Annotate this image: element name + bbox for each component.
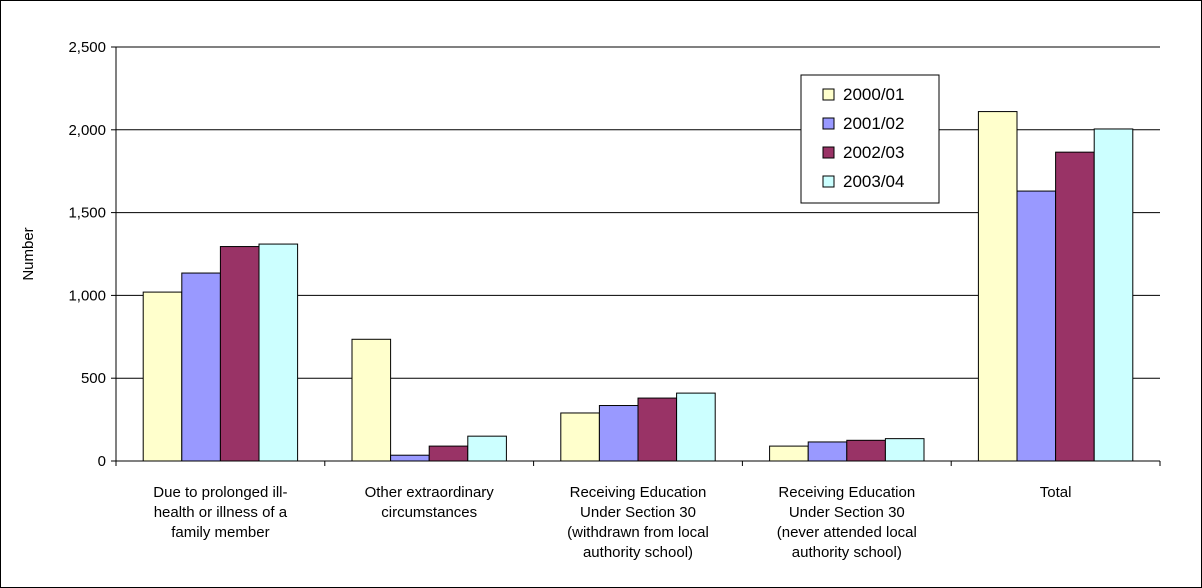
legend-label: 2001/02 <box>843 114 904 133</box>
category-label: Due to prolonged ill-health or illness o… <box>153 484 287 541</box>
legend-swatch <box>822 88 835 101</box>
bar <box>219 246 260 462</box>
legend-swatch <box>822 175 835 188</box>
bar <box>258 243 299 462</box>
legend: 2000/01 2001/02 2002/03 2003/04 <box>800 74 940 204</box>
bar <box>884 438 925 462</box>
bar <box>467 435 507 462</box>
legend-swatch <box>822 117 835 130</box>
bar <box>560 412 600 462</box>
bar <box>428 445 469 462</box>
y-tick-label: 2,000 <box>68 122 106 139</box>
category-labels: Due to prolonged ill-health or illness o… <box>153 484 1071 561</box>
y-tick-label: 0 <box>98 453 106 470</box>
category-label: Receiving Education Under Section 30 (with… <box>567 484 709 561</box>
legend-label: 2003/04 <box>843 172 904 191</box>
bar <box>390 454 430 462</box>
bar <box>807 441 848 462</box>
bar <box>769 445 809 462</box>
category-label: Other extraordinary circumstances <box>365 484 495 521</box>
bar <box>1016 190 1057 462</box>
bar <box>676 392 716 462</box>
bar <box>846 439 886 462</box>
y-tick-label: 1,000 <box>68 287 106 304</box>
y-tick-label: 2,500 <box>68 39 106 56</box>
category-label: Receiving Education Under Section 30 (neve… <box>777 484 917 561</box>
legend-label: 2000/01 <box>843 85 904 104</box>
y-tick-labels: 0 500 1,000 1,500 2,000 2,500 <box>68 39 106 470</box>
bar <box>1055 151 1095 462</box>
bar <box>977 111 1018 462</box>
bar <box>637 397 678 462</box>
y-tick-label: 1,500 <box>68 205 106 222</box>
y-axis-title: Number <box>20 227 37 280</box>
axes <box>111 46 1161 466</box>
legend-label: 2002/03 <box>843 143 904 162</box>
category-label: Total <box>1040 484 1072 501</box>
legend-swatch <box>822 146 835 159</box>
bar <box>181 272 221 462</box>
bar <box>351 338 392 462</box>
bar <box>598 405 639 462</box>
bars <box>142 111 1134 462</box>
y-tick-label: 500 <box>81 370 106 387</box>
bar <box>1093 128 1134 462</box>
bar <box>142 291 183 462</box>
